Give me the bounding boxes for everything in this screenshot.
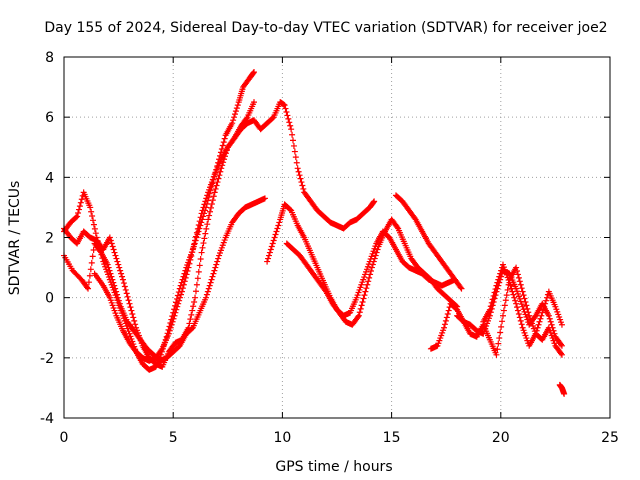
x-tick-label: 0 [60,430,69,446]
y-tick-label: 0 [45,291,54,307]
y-axis-label: SDTVAR / TECUs [7,181,23,296]
x-tick-label: 20 [492,430,510,446]
series-track-6 [283,216,461,328]
data-points [61,69,568,397]
x-tick-label: 10 [273,430,291,446]
series-track-7 [392,192,465,292]
chart-title: Day 155 of 2024, Sidereal Day-to-day VTE… [44,20,607,36]
x-axis-label: GPS time / hours [275,459,392,475]
y-tick-label: -2 [40,351,54,367]
x-tick-label: 5 [169,430,178,446]
y-tick-label: 4 [45,170,54,186]
axis-ticks: 0 5 10 15 20 25 -4 -2 0 2 4 6 8 [40,50,619,446]
point-markers [392,192,465,292]
x-tick-label: 15 [383,430,401,446]
point-markers [427,264,565,358]
x-tick-label: 25 [601,430,619,446]
point-markers [283,216,461,328]
series-track-8 [427,264,565,358]
point-markers [91,99,258,364]
series-track-11 [556,381,568,397]
y-tick-label: 2 [45,231,54,247]
point-markers [480,261,565,349]
y-tick-label: 8 [45,50,54,66]
series-track-4 [91,99,258,364]
series-track-10 [480,261,565,349]
point-markers [556,381,568,397]
y-tick-label: -4 [40,411,54,427]
y-tick-label: 6 [45,110,54,126]
